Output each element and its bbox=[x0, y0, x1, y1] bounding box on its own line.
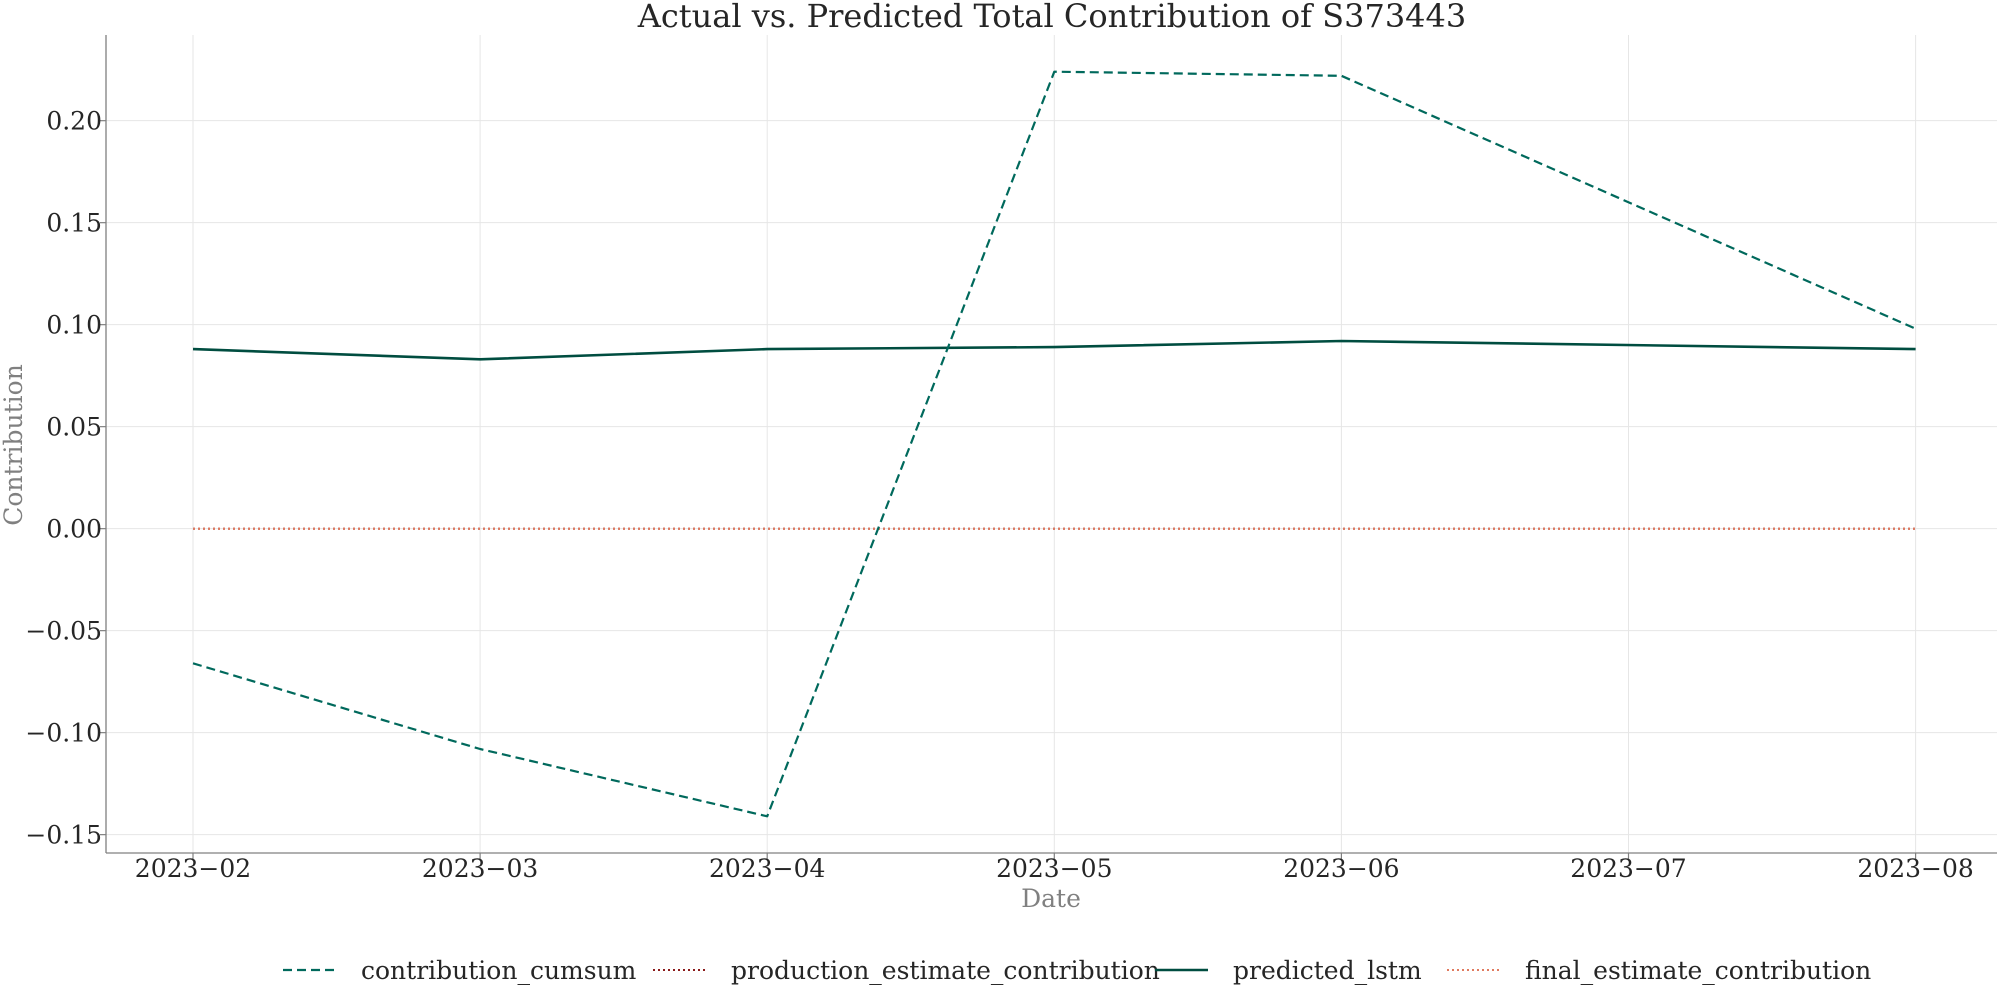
y-tick-label: −0.05 bbox=[25, 617, 102, 646]
axes bbox=[105, 35, 1997, 854]
ticks: 2023−02 2023−03 2023−04 2023−05 2023−06 2023−… bbox=[25, 107, 1973, 883]
y-tick-label: 0.05 bbox=[46, 413, 102, 442]
x-tick-label: 2023−08 bbox=[1857, 854, 1973, 883]
y-tick-label: −0.15 bbox=[25, 821, 102, 850]
series-line-predicted-lstm bbox=[192, 339, 1916, 361]
x-tick-label: 2023−02 bbox=[135, 854, 251, 883]
x-tick-label: 2023−05 bbox=[996, 854, 1112, 883]
grid bbox=[106, 35, 1997, 853]
x-axis-title: Date bbox=[1021, 884, 1081, 913]
y-tick-label: 0.20 bbox=[46, 107, 102, 136]
legend: contribution_cumsum production_estimate_c… bbox=[283, 956, 1871, 985]
y-tick-label: 0.00 bbox=[46, 515, 102, 544]
x-tick-label: 2023−04 bbox=[709, 854, 825, 883]
series-line-contribution-cumsum bbox=[192, 70, 1917, 818]
y-tick-label: 0.10 bbox=[46, 311, 102, 340]
y-tick-label: −0.10 bbox=[25, 719, 102, 748]
x-tick-label: 2023−07 bbox=[1570, 854, 1686, 883]
y-axis-title: Contribution bbox=[0, 364, 28, 526]
y-tick-label: 0.15 bbox=[46, 209, 102, 238]
plot-area bbox=[192, 70, 1917, 818]
legend-label: production_estimate_contribution bbox=[731, 956, 1160, 985]
legend-label: contribution_cumsum bbox=[361, 956, 637, 985]
legend-label: final_estimate_contribution bbox=[1525, 956, 1871, 985]
legend-label: predicted_lstm bbox=[1233, 956, 1422, 985]
x-tick-label: 2023−03 bbox=[422, 854, 538, 883]
x-tick-label: 2023−06 bbox=[1283, 854, 1399, 883]
chart-title: Actual vs. Predicted Total Contribution … bbox=[637, 0, 1467, 35]
